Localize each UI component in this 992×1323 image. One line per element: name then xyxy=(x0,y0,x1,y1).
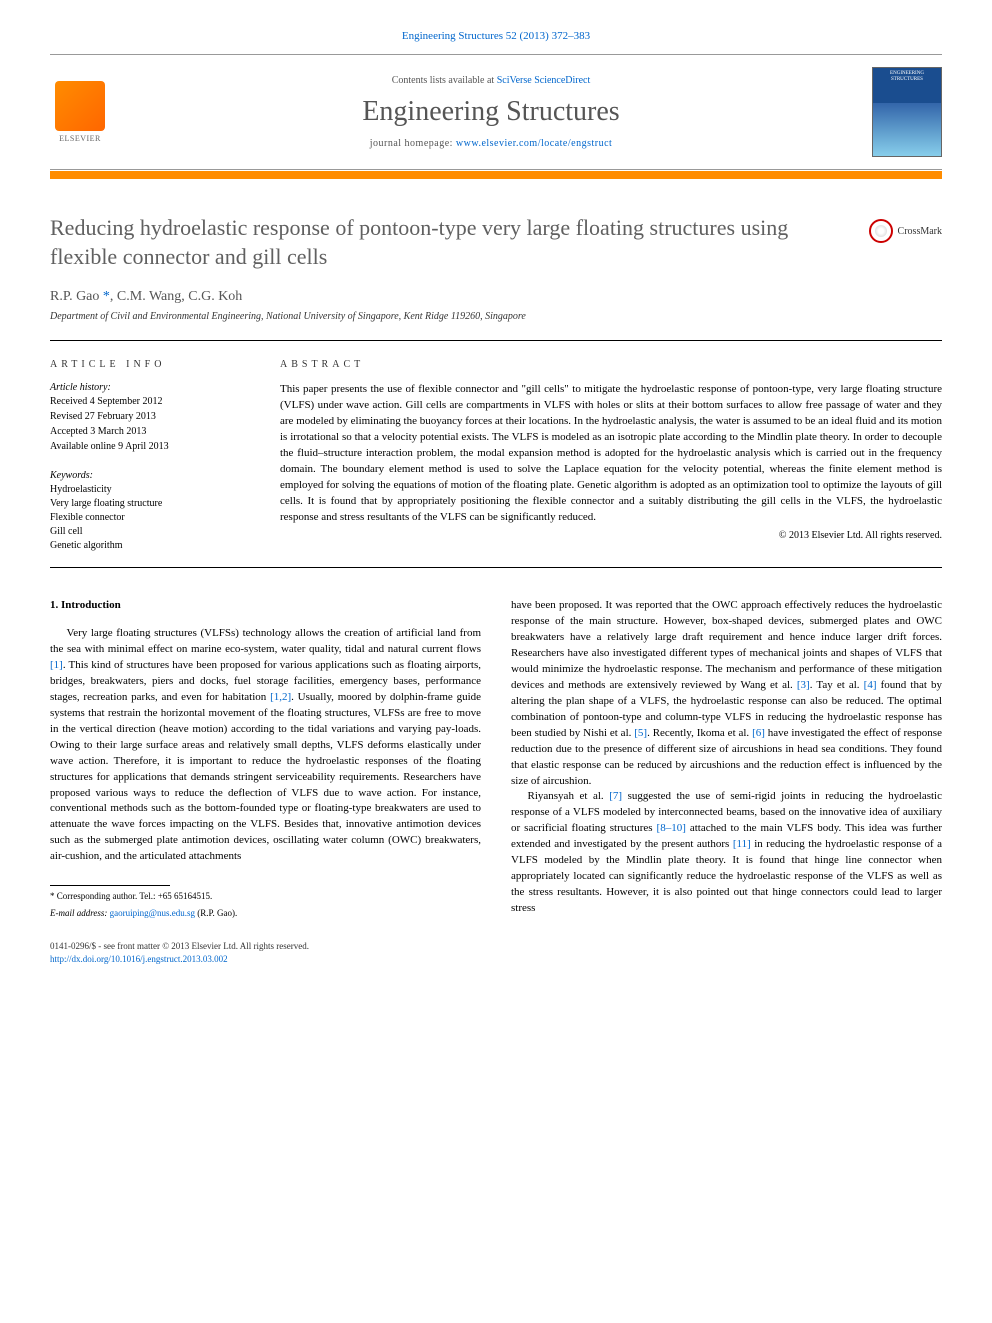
column-left: 1. Introduction Very large floating stru… xyxy=(50,598,481,966)
journal-banner: ELSEVIER Contents lists available at Sci… xyxy=(50,54,942,170)
column-right: have been proposed. It was reported that… xyxy=(511,598,942,966)
section-heading-intro: 1. Introduction xyxy=(50,598,481,614)
homepage-link[interactable]: www.elsevier.com/locate/engstruct xyxy=(456,138,612,149)
article-title: Reducing hydroelastic response of pontoo… xyxy=(50,214,942,271)
cover-label: ENGINEERING STRUCTURES xyxy=(876,71,938,82)
crossmark-label: CrossMark xyxy=(898,226,942,237)
keyword-item: Very large floating structure xyxy=(50,497,250,511)
abstract-panel: ABSTRACT This paper presents the use of … xyxy=(280,341,942,553)
keywords-label: Keywords: xyxy=(50,470,250,481)
divider-bottom xyxy=(50,567,942,568)
history-item: Received 4 September 2012 xyxy=(50,395,250,409)
history-item: Revised 27 February 2013 xyxy=(50,410,250,424)
accent-bar xyxy=(50,171,942,179)
email-footnote: E-mail address: gaoruiping@nus.edu.sg (R… xyxy=(50,907,481,920)
info-abstract-row: ARTICLE INFO Article history: Received 4… xyxy=(50,341,942,553)
journal-title: Engineering Structures xyxy=(130,96,852,128)
body-para-3: Riyansyah et al. [7] suggested the use o… xyxy=(511,789,942,917)
abstract-text: This paper presents the use of flexible … xyxy=(280,382,942,525)
contents-available: Contents lists available at SciVerse Sci… xyxy=(130,75,852,86)
keyword-item: Gill cell xyxy=(50,525,250,539)
crossmark-icon xyxy=(869,219,893,243)
email-suffix: (R.P. Gao). xyxy=(195,908,237,918)
citation-header: Engineering Structures 52 (2013) 372–383 xyxy=(50,30,942,42)
email-label: E-mail address: xyxy=(50,908,110,918)
corresponding-author-note: * Corresponding author. Tel.: +65 651645… xyxy=(50,890,481,903)
homepage-prefix: journal homepage: xyxy=(370,138,456,149)
banner-center: Contents lists available at SciVerse Sci… xyxy=(130,75,852,149)
publisher-name: ELSEVIER xyxy=(59,134,101,143)
crossmark-badge[interactable]: CrossMark xyxy=(869,219,942,243)
journal-cover-thumbnail: ENGINEERING STRUCTURES xyxy=(872,67,942,157)
keyword-item: Hydroelasticity xyxy=(50,483,250,497)
history-item: Available online 9 April 2013 xyxy=(50,440,250,454)
abstract-copyright: © 2013 Elsevier Ltd. All rights reserved… xyxy=(280,530,942,541)
author-list: R.P. Gao *, C.M. Wang, C.G. Koh xyxy=(50,289,942,305)
elsevier-tree-icon xyxy=(55,81,105,131)
history-list: Received 4 September 2012Revised 27 Febr… xyxy=(50,395,250,454)
keywords-list: HydroelasticityVery large floating struc… xyxy=(50,483,250,553)
history-label: Article history: xyxy=(50,382,250,393)
journal-homepage: journal homepage: www.elsevier.com/locat… xyxy=(130,138,852,149)
abstract-label: ABSTRACT xyxy=(280,359,942,370)
doi-link[interactable]: http://dx.doi.org/10.1016/j.engstruct.20… xyxy=(50,954,228,964)
publisher-logo: ELSEVIER xyxy=(50,77,110,147)
front-matter-line: 0141-0296/$ - see front matter © 2013 El… xyxy=(50,940,481,953)
history-item: Accepted 3 March 2013 xyxy=(50,425,250,439)
contents-prefix: Contents lists available at xyxy=(392,75,497,86)
body-columns: 1. Introduction Very large floating stru… xyxy=(50,598,942,966)
body-para-2: have been proposed. It was reported that… xyxy=(511,598,942,789)
sciencedirect-link[interactable]: SciVerse ScienceDirect xyxy=(497,75,591,86)
author-email-link[interactable]: gaoruiping@nus.edu.sg xyxy=(110,908,195,918)
keyword-item: Genetic algorithm xyxy=(50,539,250,553)
keyword-item: Flexible connector xyxy=(50,511,250,525)
footnote-divider xyxy=(50,885,170,886)
article-info-label: ARTICLE INFO xyxy=(50,359,250,370)
article-info-panel: ARTICLE INFO Article history: Received 4… xyxy=(50,341,250,553)
footer-block: 0141-0296/$ - see front matter © 2013 El… xyxy=(50,940,481,966)
body-para-1: Very large floating structures (VLFSs) t… xyxy=(50,626,481,865)
affiliation: Department of Civil and Environmental En… xyxy=(50,311,942,322)
